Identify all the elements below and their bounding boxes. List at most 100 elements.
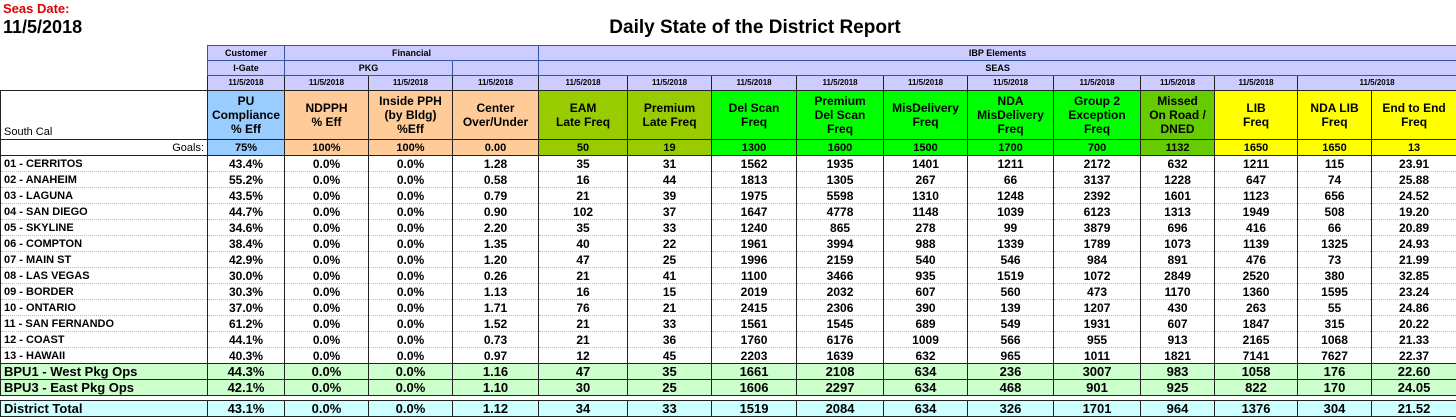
column-header: Group 2 Exception Freq — [1053, 90, 1142, 140]
blank — [0, 75, 208, 91]
value-cell: 1760 — [711, 331, 798, 348]
value-cell: 476 — [1214, 251, 1299, 268]
value-cell: 2306 — [796, 299, 885, 316]
value-cell: 35 — [538, 219, 629, 236]
column-date: 11/5/2018 — [967, 75, 1055, 91]
column-date: 11/5/2018 — [538, 75, 629, 91]
group-header: Customer — [207, 45, 285, 61]
row-name: 01 - CERRITOS — [0, 155, 208, 172]
value-cell: 39 — [627, 187, 713, 204]
value-cell: 1100 — [711, 267, 798, 284]
value-cell: 33 — [627, 400, 713, 417]
r-row: 08 - LAS VEGAS 30.0% 0.0% 0.0% 0.26 21 41 1100 3… — [0, 267, 1456, 284]
value-cell: 1601 — [1140, 187, 1216, 204]
value-cell: 0.0% — [284, 379, 369, 396]
row-name: BPU1 - West Pkg Ops — [0, 363, 208, 380]
column-header: Premium Del Scan Freq — [796, 90, 885, 140]
value-cell: 55 — [1297, 299, 1373, 316]
value-cell: 1.10 — [451, 379, 540, 396]
value-cell: 468 — [967, 379, 1055, 396]
value-cell: 1325 — [1297, 235, 1373, 252]
value-cell: 44.1% — [207, 331, 285, 348]
value-cell: 1661 — [711, 363, 798, 380]
value-cell: 416 — [1214, 219, 1299, 236]
value-cell: 1009 — [883, 331, 969, 348]
value-cell: 0.0% — [368, 203, 453, 220]
value-cell: 632 — [883, 347, 969, 364]
r-row: 04 - SAN DIEGO 44.7% 0.0% 0.0% 0.90 102 37 1647… — [0, 203, 1456, 220]
value-cell: 0.0% — [284, 219, 369, 236]
value-cell: 1148 — [883, 203, 969, 220]
value-cell: 1207 — [1053, 299, 1142, 316]
value-cell: 42.9% — [207, 251, 285, 268]
value-cell: 326 — [967, 400, 1055, 417]
value-cell: 566 — [967, 331, 1055, 348]
value-cell: 988 — [883, 235, 969, 252]
value-cell: 3879 — [1053, 219, 1142, 236]
row-name: BPU3 - East Pkg Ops — [0, 379, 208, 396]
value-cell: 33 — [627, 219, 713, 236]
column-header: EAM Late Freq — [538, 90, 629, 140]
value-cell: 0.0% — [368, 219, 453, 236]
value-cell: 61.2% — [207, 315, 285, 332]
value-cell: 1.71 — [451, 299, 540, 316]
value-cell: 42.1% — [207, 379, 285, 396]
value-cell: 24.86 — [1371, 299, 1456, 316]
value-cell: 1211 — [967, 155, 1055, 172]
value-cell: 656 — [1297, 187, 1373, 204]
value-cell: 1360 — [1214, 283, 1299, 300]
s-row: BPU3 - East Pkg Ops 42.1% 0.0% 0.0% 1.10 30 25… — [0, 379, 1456, 396]
value-cell: 21 — [538, 267, 629, 284]
value-cell: 0.0% — [284, 155, 369, 172]
goal-cell: 1650 — [1214, 139, 1299, 156]
value-cell: 1.20 — [451, 251, 540, 268]
value-cell: 380 — [1297, 267, 1373, 284]
row-name: 11 - SAN FERNANDO — [0, 315, 208, 332]
value-cell: 30.0% — [207, 267, 285, 284]
value-cell: 1821 — [1140, 347, 1216, 364]
r-row: 06 - COMPTON 38.4% 0.0% 0.0% 1.35 40 22 1961 399… — [0, 235, 1456, 252]
value-cell: 2203 — [711, 347, 798, 364]
t-row: District Total 43.1% 0.0% 0.0% 1.12 34 33 1519 2… — [0, 400, 1456, 417]
value-cell: 24.52 — [1371, 187, 1456, 204]
value-cell: 21 — [627, 299, 713, 316]
value-cell: 3137 — [1053, 171, 1142, 188]
goal-cell: 700 — [1053, 139, 1142, 156]
column-header: End to End Freq — [1371, 90, 1456, 140]
value-cell: 19.20 — [1371, 203, 1456, 220]
value-cell: 1228 — [1140, 171, 1216, 188]
goal-cell: 100% — [368, 139, 453, 156]
value-cell: 0.0% — [284, 267, 369, 284]
value-cell: 0.0% — [284, 400, 369, 417]
gl-row: Goals: 75% 100% 100% 0.00 50 19 1300 1600 1500 170… — [0, 139, 1456, 156]
value-cell: 0.0% — [368, 379, 453, 396]
value-cell: 74 — [1297, 171, 1373, 188]
value-cell: 37 — [627, 203, 713, 220]
value-cell: 1949 — [1214, 203, 1299, 220]
value-cell: 0.0% — [284, 203, 369, 220]
value-cell: 35 — [538, 155, 629, 172]
value-cell: 31 — [627, 155, 713, 172]
value-cell: 2019 — [711, 283, 798, 300]
subgroup-header — [451, 60, 540, 76]
value-cell: 1248 — [967, 187, 1055, 204]
value-cell: 44 — [627, 171, 713, 188]
value-cell: 1701 — [1053, 400, 1142, 417]
column-header: Missed On Road / DNED — [1140, 90, 1216, 140]
value-cell: 40 — [538, 235, 629, 252]
goal-cell: 1700 — [967, 139, 1055, 156]
value-cell: 43.4% — [207, 155, 285, 172]
value-cell: 1401 — [883, 155, 969, 172]
value-cell: 0.0% — [284, 251, 369, 268]
column-date: 11/5/2018 — [284, 75, 369, 91]
value-cell: 40.3% — [207, 347, 285, 364]
value-cell: 263 — [1214, 299, 1299, 316]
value-cell: 0.0% — [284, 299, 369, 316]
group-header: Financial — [283, 45, 540, 61]
value-cell: 21.99 — [1371, 251, 1456, 268]
column-date: 11/5/2018 — [1297, 75, 1456, 91]
value-cell: 891 — [1140, 251, 1216, 268]
column-header: Del Scan Freq — [711, 90, 798, 140]
column-date: 11/5/2018 — [883, 75, 969, 91]
row-name: 02 - ANAHEIM — [0, 171, 208, 188]
